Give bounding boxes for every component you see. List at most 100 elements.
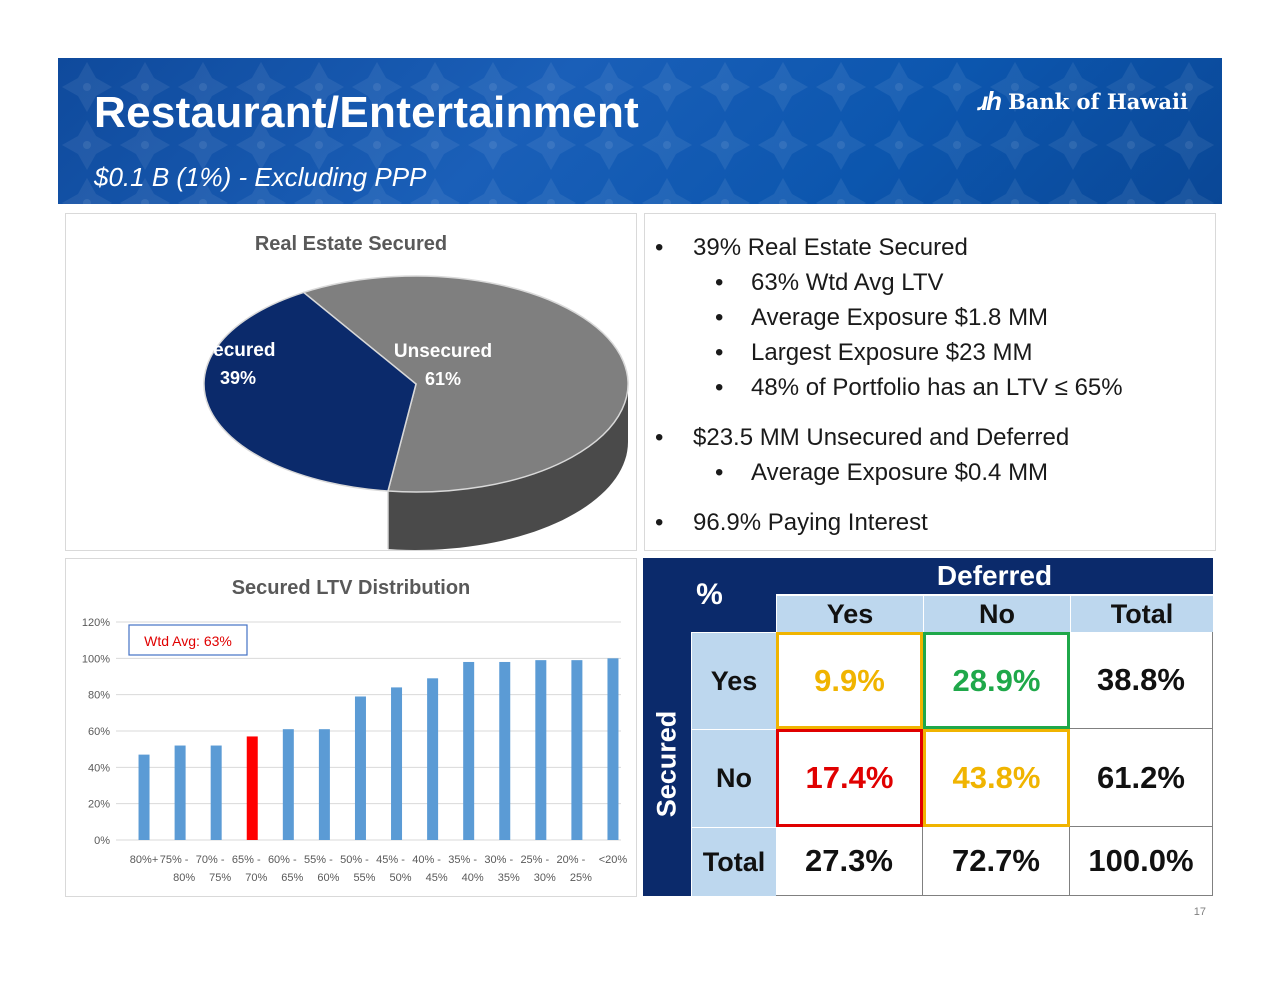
bullet-text: 39% Real Estate Secured — [693, 234, 968, 261]
table-cell-total-total: 100.0% — [1070, 827, 1213, 896]
bar — [138, 754, 150, 840]
bullet-text: Average Exposure $1.8 MM — [751, 304, 1049, 331]
pie-title: Real Estate Secured — [255, 233, 447, 255]
bar-chart-panel: Secured LTV Distribution 0% 20% 40% 60% 80% 10… — [65, 558, 637, 897]
table-cell-yes-no: 28.9% — [923, 632, 1070, 729]
pie-chart-panel: Real Estate Secured Secured 39% Unsecured 61… — [65, 213, 637, 551]
x-tick-label: 45% - — [376, 854, 405, 866]
row-header-no: No — [692, 729, 776, 827]
y-tick-label: 120% — [82, 617, 110, 629]
deferred-secured-table: % Deferred Secured Yes No Total Yes No Total 9.9%… — [643, 558, 1213, 896]
row-group-label: Secured — [651, 710, 682, 818]
x-tick-label: 25% — [570, 872, 592, 884]
bullet-dot-icon: • — [655, 424, 664, 451]
x-tick-label: 75% — [209, 872, 231, 884]
table-cell-no-no: 43.8% — [923, 729, 1070, 827]
header-banner: Restaurant/Entertainment $0.1 B (1%) - E… — [58, 58, 1222, 204]
x-tick-label: 30% - — [484, 854, 513, 866]
pie-slice-secured — [203, 291, 417, 492]
pie-value-secured: 39% — [220, 368, 256, 388]
bar — [210, 745, 222, 840]
bar — [535, 660, 547, 840]
bullet-dot-icon: • — [715, 339, 724, 366]
x-tick-label: 50% - — [340, 854, 369, 866]
x-tick-label: 75% - — [160, 854, 189, 866]
x-tick-label: <20% — [599, 854, 628, 866]
bullet-text: $23.5 MM Unsecured and Deferred — [693, 424, 1070, 451]
pie-value-unsecured: 61% — [425, 369, 461, 389]
x-tick-label: 60% — [317, 872, 339, 884]
banner-pattern — [58, 58, 1222, 204]
bar — [282, 729, 294, 840]
bullet-dot-icon: • — [715, 269, 724, 296]
bullet-text: 48% of Portfolio has an LTV ≤ 65% — [751, 374, 1123, 401]
summary-bullets-panel: • 39% Real Estate Secured • 63% Wtd Avg LTV… — [644, 213, 1216, 551]
x-tick-label: 40% — [462, 872, 484, 884]
bar-chart: Secured LTV Distribution 0% 20% 40% 60% 80% 10… — [82, 577, 628, 884]
bar — [354, 696, 366, 840]
x-tick-label: 55% — [353, 872, 375, 884]
bar — [571, 660, 583, 840]
x-tick-label: 65% — [281, 872, 303, 884]
col-header-yes: Yes — [776, 596, 923, 632]
x-tick-label: 40% - — [412, 854, 441, 866]
x-tick-label: 70% - — [196, 854, 225, 866]
row-group-header-secured — [643, 632, 691, 896]
y-tick-label: 20% — [88, 799, 110, 811]
table-cell-total-yes: 27.3% — [776, 827, 923, 896]
x-tick-label: 80%+ — [130, 854, 158, 866]
bar — [463, 661, 475, 840]
bar — [318, 729, 330, 840]
bank-logo-mark-icon: ɹh — [978, 86, 1002, 116]
bullet-dot-icon: • — [655, 509, 664, 536]
col-header-no: No — [923, 596, 1070, 632]
x-tick-label: 35% - — [448, 854, 477, 866]
x-tick-label: 60% - — [268, 854, 297, 866]
x-tick-label: 55% - — [304, 854, 333, 866]
x-tick-label: 50% — [390, 872, 412, 884]
bar — [391, 687, 403, 840]
table-cell-no-total: 61.2% — [1070, 729, 1213, 827]
pie-wall-unsecured — [388, 384, 628, 550]
table-cell-total-no: 72.7% — [923, 827, 1070, 896]
pie-slice-unsecured — [302, 275, 629, 493]
bullet-text: 63% Wtd Avg LTV — [751, 269, 944, 296]
page-title: Restaurant/Entertainment — [94, 88, 640, 137]
col-header-total: Total — [1070, 596, 1213, 632]
x-tick-label: 65% - — [232, 854, 261, 866]
col-group-header-deferred: Deferred — [776, 558, 1213, 594]
bar-chart-title: Secured LTV Distribution — [232, 577, 471, 599]
x-tick-label: 45% — [426, 872, 448, 884]
y-tick-label: 80% — [88, 690, 110, 702]
pie-chart: Real Estate Secured Secured 39% Unsecured 61… — [201, 233, 629, 550]
bar — [499, 661, 511, 840]
bar — [607, 658, 619, 840]
x-tick-label: 25% - — [520, 854, 549, 866]
row-header-yes: Yes — [692, 632, 776, 729]
bar — [427, 678, 439, 840]
row-header-total: Total — [692, 827, 776, 896]
x-tick-label: 80% — [173, 872, 195, 884]
x-tick-label: 70% — [245, 872, 267, 884]
annotation-box — [128, 624, 248, 656]
table-cell-yes-total: 38.8% — [1070, 632, 1213, 729]
table-cell-yes-yes: 9.9% — [776, 632, 923, 729]
bar — [174, 745, 186, 840]
y-tick-label: 0% — [94, 835, 110, 847]
bank-logo-text: Bank of Hawaii — [1008, 89, 1188, 114]
bullet-text: Largest Exposure $23 MM — [751, 339, 1033, 366]
x-tick-label: 35% — [498, 872, 520, 884]
page-subtitle: $0.1 B (1%) - Excluding PPP — [94, 162, 427, 192]
bullet-dot-icon: • — [715, 374, 724, 401]
x-tick-label: 20% - — [557, 854, 586, 866]
bullet-text: 96.9% Paying Interest — [693, 509, 928, 536]
annotation-text: Wtd Avg: 63% — [144, 633, 232, 649]
bullet-dot-icon: • — [715, 304, 724, 331]
bullet-dot-icon: • — [715, 459, 724, 486]
bullet-text: Average Exposure $0.4 MM — [751, 459, 1049, 486]
pie-label-secured: Secured — [201, 340, 276, 361]
page-number: 17 — [1193, 906, 1206, 918]
bank-logo: ɹh Bank of Hawaii — [978, 86, 1188, 117]
table-corner-label: % — [643, 558, 776, 632]
pie-label-unsecured: Unsecured — [394, 341, 492, 362]
